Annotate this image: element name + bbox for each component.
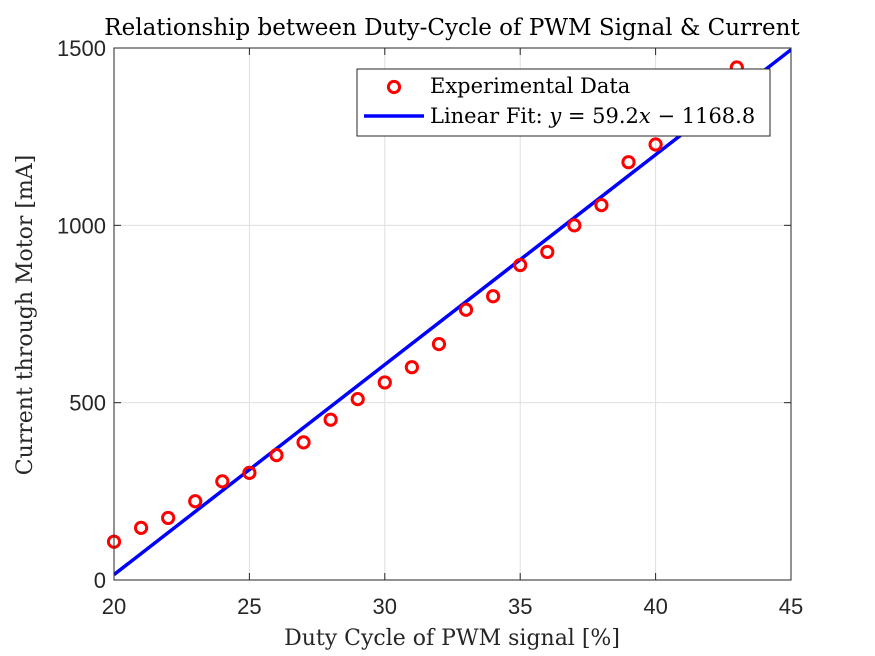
data-point [458, 302, 474, 317]
data-point [648, 137, 663, 152]
grid [114, 48, 791, 580]
data-point [269, 448, 284, 463]
legend-marker-circle [386, 79, 402, 95]
legend-label-linear-fit: Linear Fit: y = 59.2x − 1168.8 [430, 104, 755, 128]
x-tick-label: 40 [643, 594, 667, 619]
y-axis-label: Current through Motor [mA] [13, 155, 38, 476]
axes-box [113, 47, 792, 581]
legend: Experimental Data Linear Fit: y = 59.2x … [356, 68, 771, 137]
linear-fit-line [114, 48, 791, 576]
legend-fit-var: x [639, 104, 651, 128]
data-point [188, 494, 203, 509]
legend-box [356, 68, 771, 137]
data-point [513, 257, 528, 273]
data-point [215, 474, 230, 489]
data-point [486, 289, 501, 304]
data-point [133, 520, 149, 535]
x-tick-label: 30 [373, 594, 397, 619]
y-tick-label: 500 [69, 391, 106, 416]
legend-fit-prefix: Linear Fit: [430, 104, 549, 128]
x-tick-label: 20 [102, 594, 126, 619]
legend-fit-lhs: y [548, 104, 562, 128]
y-tick-label: 0 [94, 568, 106, 593]
data-point [621, 155, 636, 170]
ticks: 20 25 30 35 40 45 0 500 1000 1500 [57, 36, 803, 619]
data-point [350, 392, 365, 407]
y-tick-label: 1000 [57, 213, 106, 238]
data-point [323, 412, 338, 427]
data-point [594, 198, 609, 213]
data-point [377, 375, 392, 390]
legend-fit-const: 1168.8 [682, 104, 755, 128]
data-point [242, 465, 257, 480]
x-axis-label: Duty Cycle of PWM signal [%] [284, 626, 620, 651]
data-point [296, 435, 311, 450]
legend-fit-minus: − [651, 104, 682, 128]
data-point [161, 510, 176, 526]
y-tick-label: 1500 [57, 36, 106, 61]
x-tick-label: 35 [508, 594, 532, 619]
data-point [540, 244, 555, 260]
x-tick-label: 45 [779, 594, 803, 619]
data-point [431, 337, 447, 352]
chart-title: Relationship between Duty-Cycle of PWM S… [104, 15, 800, 41]
legend-fit-eq: = 59.2 [561, 104, 639, 128]
x-tick-label: 25 [237, 594, 261, 619]
data-point [567, 218, 582, 233]
data-point [404, 360, 419, 375]
legend-label-experimental: Experimental Data [430, 74, 630, 98]
